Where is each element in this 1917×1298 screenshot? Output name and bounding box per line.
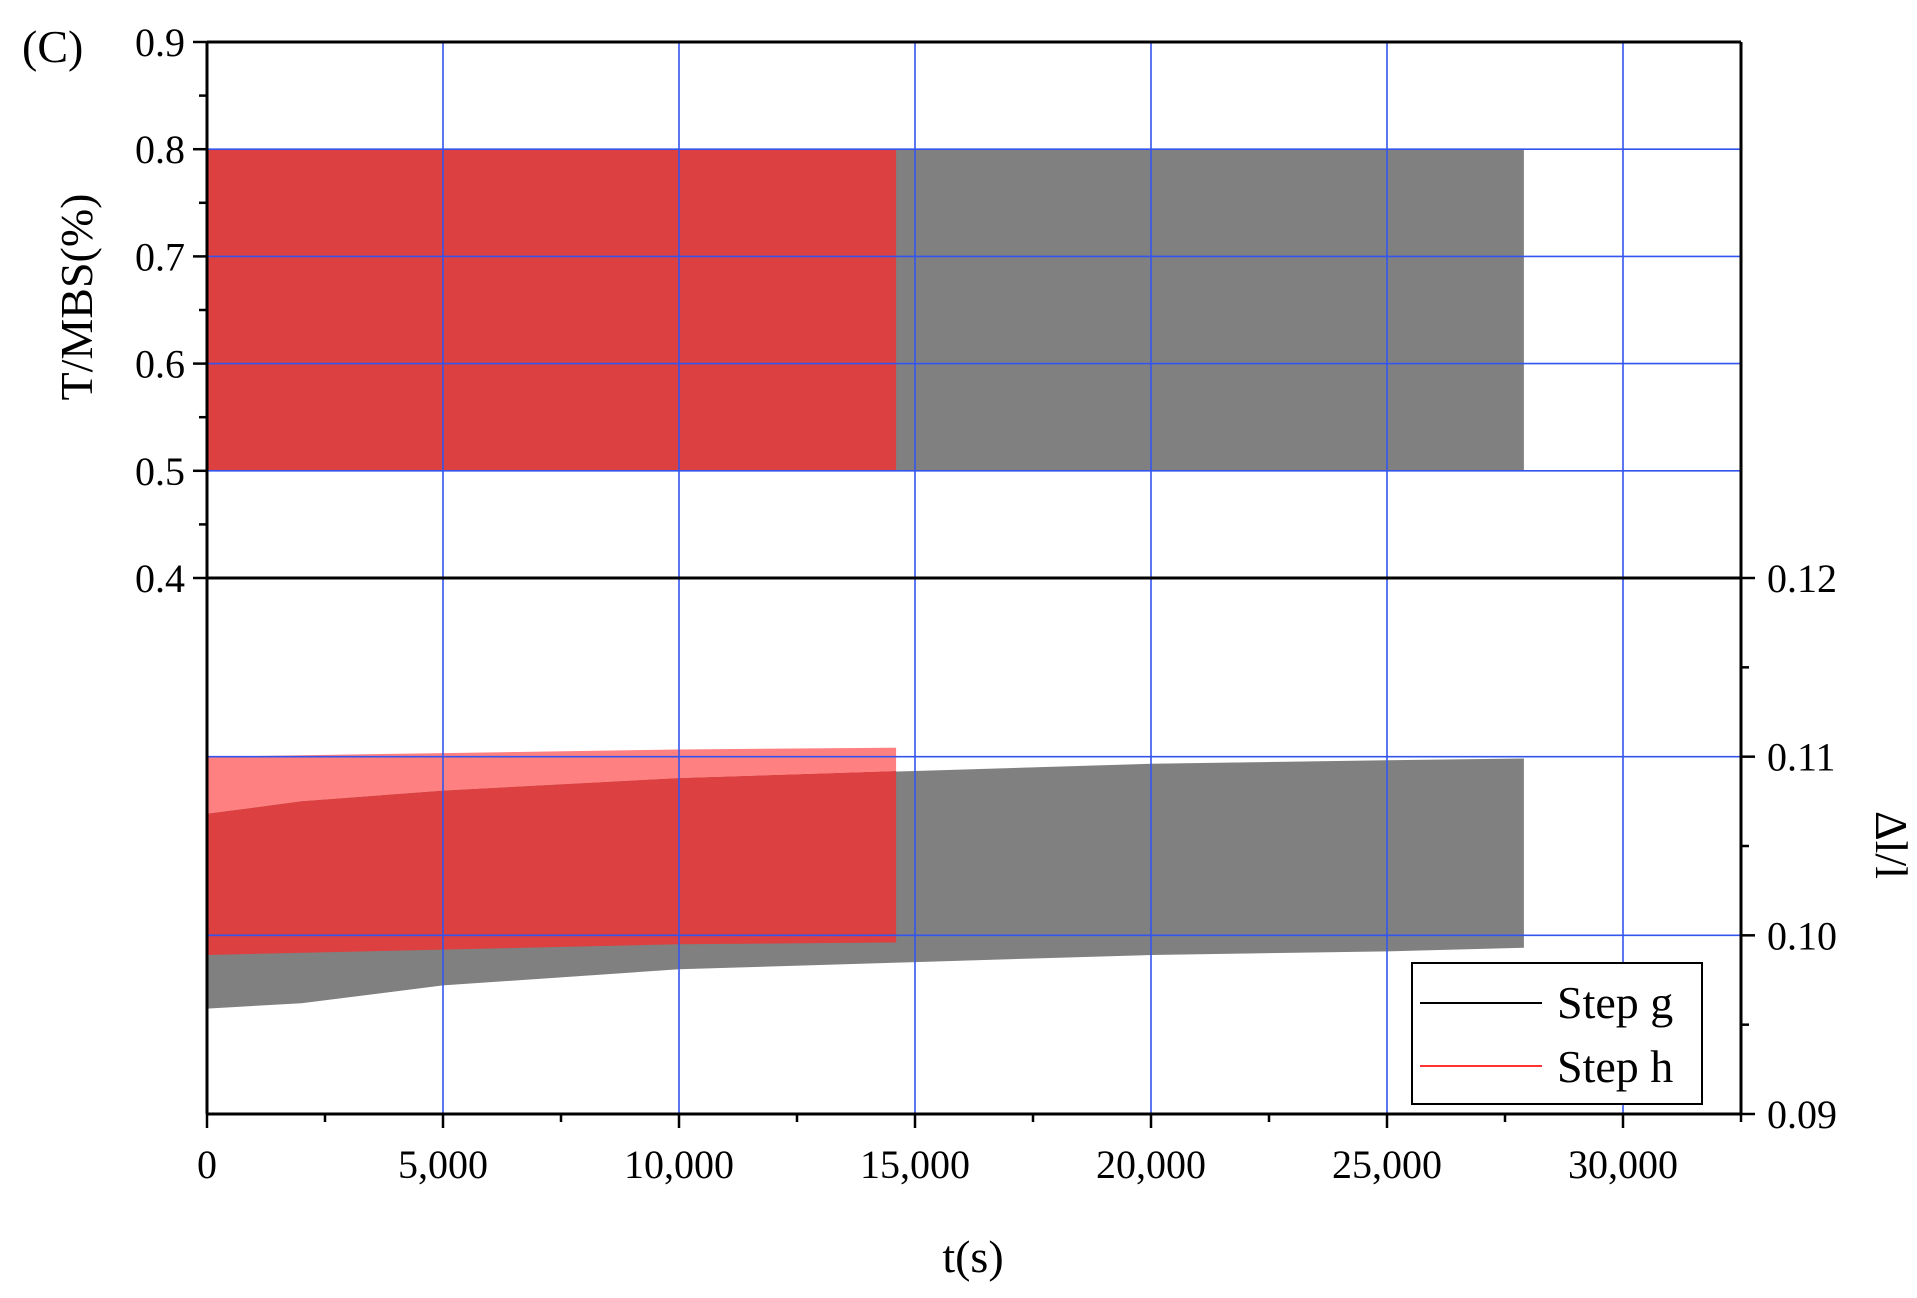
- x-tick-label: 20,000: [1096, 1142, 1206, 1187]
- lower-band-top-step-h: [207, 747, 897, 814]
- lower-y-tick-label: 0.11: [1767, 735, 1836, 780]
- legend: Step g Step h: [1411, 962, 1703, 1105]
- x-tick-label: 15,000: [860, 1142, 970, 1187]
- legend-label-step-h: Step h: [1557, 1041, 1673, 1092]
- upper-y-tick-label: 0.9: [135, 20, 185, 65]
- axes: [205, 40, 1743, 1116]
- lower-y-tick-label: 0.12: [1767, 556, 1837, 601]
- x-tick-label: 5,000: [398, 1142, 488, 1187]
- lower-band-step-h: [207, 771, 897, 955]
- tick-labels: 0 5,000 10,000 15,000 20,000 25,000 30,000 0.4 0…: [135, 20, 1837, 1187]
- upper-band-step-h: [207, 149, 897, 471]
- upper-y-tick-label: 0.8: [135, 127, 185, 172]
- upper-y-tick-label: 0.4: [135, 556, 185, 601]
- x-tick-label: 10,000: [624, 1142, 734, 1187]
- x-tick-label: 25,000: [1332, 1142, 1442, 1187]
- panel-label: (C): [22, 21, 83, 72]
- tick-marks: [193, 40, 1755, 1128]
- lower-y-tick-label: 0.10: [1767, 913, 1837, 958]
- lower-y-axis-title: Δl/l: [1866, 811, 1917, 879]
- legend-label-step-g: Step g: [1557, 977, 1673, 1028]
- x-tick-label: 0: [197, 1142, 217, 1187]
- upper-y-tick-label: 0.6: [135, 342, 185, 387]
- x-tick-label: 30,000: [1568, 1142, 1678, 1187]
- x-axis-title: t(s): [942, 1231, 1003, 1282]
- lower-panel-series: [207, 747, 1524, 1009]
- legend-box: [1411, 962, 1703, 1105]
- upper-y-tick-label: 0.5: [135, 449, 185, 494]
- lower-y-tick-label: 0.09: [1767, 1092, 1837, 1137]
- upper-panel-series: [207, 149, 1524, 471]
- upper-y-tick-label: 0.7: [135, 234, 185, 279]
- upper-y-axis-title: T/MBS(%): [51, 194, 102, 401]
